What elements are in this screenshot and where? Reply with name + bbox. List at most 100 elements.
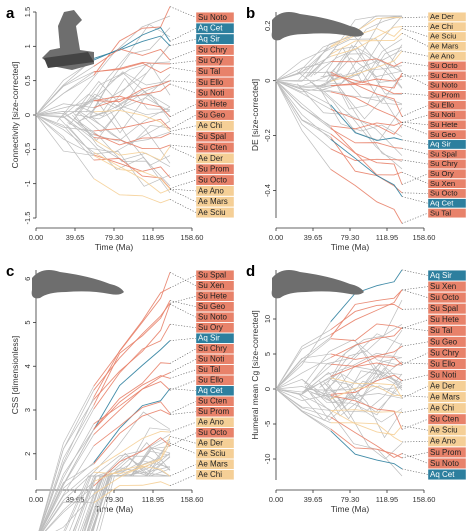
- tip-label-text: Su Geo: [198, 110, 226, 119]
- tip-label-text: Ae Sciu: [430, 426, 458, 435]
- grey-branch: [275, 357, 331, 390]
- tip-connector: [401, 16, 429, 19]
- tip-connector: [401, 425, 429, 431]
- tip-label-text: Su Cten: [198, 143, 227, 152]
- grey-branch: [35, 114, 94, 153]
- tip-label-text: Ae Sciu: [198, 208, 226, 217]
- tip-label-text: Su Xen: [198, 281, 224, 290]
- x-tick-label: 39.65: [304, 233, 323, 242]
- grey-branch: [320, 89, 403, 137]
- tip-label-box: [195, 98, 235, 110]
- lineage-branch: [330, 17, 403, 47]
- tip-label: Su Prom: [427, 91, 467, 101]
- tip-label-text: Aq Cet: [430, 198, 454, 207]
- x-tick-label: 118.95: [142, 495, 164, 504]
- tip-label-box: [427, 61, 467, 71]
- tip-label: Ae Sciu: [427, 32, 467, 42]
- tip-label: Su Prom: [195, 163, 235, 175]
- lineage-branch: [93, 409, 171, 465]
- x-tick-label: 158.60: [413, 233, 436, 242]
- grey-branch: [275, 388, 331, 402]
- tip-connector: [401, 453, 429, 464]
- tip-label-box: [195, 87, 235, 99]
- grey-branch: [299, 57, 403, 87]
- grey-branch: [275, 74, 331, 87]
- tip-label-text: Ae Chi: [430, 22, 453, 31]
- tip-label: Su Spal: [427, 149, 467, 160]
- tip-label: Su Xen: [427, 179, 467, 189]
- grey-branch: [79, 77, 171, 121]
- tip-connector: [169, 337, 197, 341]
- tip-label: Ae Ano: [195, 417, 235, 428]
- grey-branch: [275, 80, 331, 106]
- grey-branch: [312, 342, 403, 382]
- lineage-branch: [93, 110, 171, 132]
- y-tick-label: -1: [23, 180, 32, 187]
- grey-branch: [275, 353, 331, 390]
- lineage-branch: [330, 374, 403, 395]
- grey-branch: [301, 378, 403, 416]
- grey-branch: [298, 38, 403, 81]
- lineage-branch: [93, 272, 171, 387]
- grey-branch: [80, 442, 171, 531]
- lineage-branch: [330, 409, 403, 414]
- tip-label-box: [427, 12, 467, 22]
- tip-label-box: [195, 120, 235, 132]
- tip-label-text: Su Noto: [430, 459, 459, 468]
- lineage-branch: [330, 26, 403, 57]
- tip-label-box: [427, 21, 467, 32]
- tip-label: Su Octo: [195, 174, 235, 186]
- tip-label: Aq Sir: [195, 333, 235, 344]
- humerus-shape: [271, 12, 364, 41]
- tip-connector: [169, 27, 197, 42]
- grey-branch: [275, 80, 331, 128]
- y-axis-label: Humeral mean Cg [size-corrected]: [250, 310, 260, 439]
- tip-label-box: [427, 51, 467, 61]
- tip-label: Su Tal: [427, 325, 467, 337]
- lineage-branch: [330, 71, 403, 95]
- tip-connector: [401, 452, 429, 459]
- tip-connector: [169, 114, 197, 130]
- tip-label-text: Aq Sir: [198, 34, 220, 43]
- tip-connector: [401, 468, 429, 475]
- tip-label: Su Geo: [195, 109, 235, 121]
- grey-branch: [87, 452, 171, 531]
- tip-label-text: Su Noti: [198, 355, 224, 364]
- grey-branch: [90, 110, 171, 166]
- tip-label-box: [195, 448, 235, 459]
- tip-label: Ae Chi: [195, 120, 235, 132]
- lineage-branch: [93, 436, 171, 482]
- grey-branch: [35, 111, 94, 138]
- lineage-branch: [93, 304, 171, 400]
- tip-label-box: [195, 109, 235, 121]
- tip-connector: [169, 388, 197, 392]
- tip-label: Su Ello: [427, 358, 467, 370]
- tip-connector: [169, 125, 197, 132]
- grey-branch: [35, 113, 94, 134]
- x-tick-label: 118.95: [142, 233, 164, 242]
- lineage-branch: [330, 148, 403, 161]
- lineage-branch: [93, 340, 171, 430]
- tip-label-box: [195, 77, 235, 88]
- grey-branch: [275, 80, 331, 129]
- lineage-branch: [93, 155, 171, 190]
- tip-connector: [169, 348, 197, 364]
- tip-label-box: [427, 369, 467, 381]
- lineage-branch: [330, 428, 403, 459]
- grey-branch: [275, 329, 331, 390]
- tip-label: Su Hete: [195, 291, 235, 302]
- lineage-branch: [93, 151, 171, 194]
- tip-label-box: [427, 413, 467, 425]
- tip-label-box: [427, 336, 467, 348]
- grey-branch: [40, 463, 94, 531]
- x-tick-label: 158.60: [181, 495, 204, 504]
- tip-connector: [169, 272, 197, 287]
- tip-label-text: Su Ello: [430, 359, 456, 368]
- tip-connector: [401, 395, 429, 398]
- y-tick-label: 5: [263, 352, 272, 356]
- lineage-branch: [93, 83, 171, 109]
- y-tick-label: 0.2: [263, 21, 272, 31]
- tip-label-text: Ae Mars: [198, 460, 228, 469]
